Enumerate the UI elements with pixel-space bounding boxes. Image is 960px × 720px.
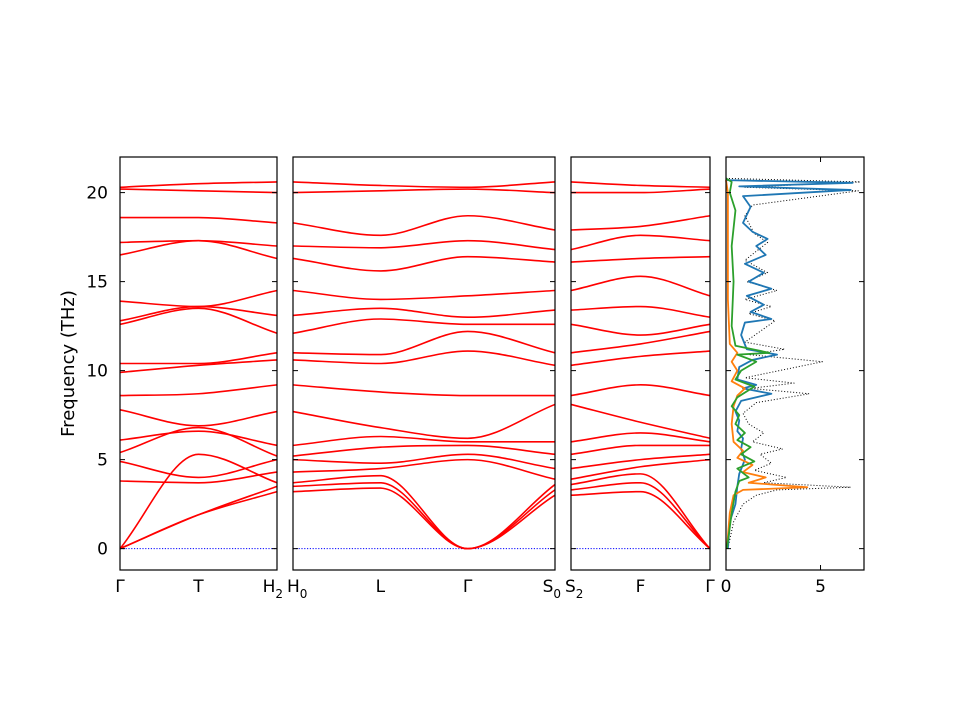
phonon-branch xyxy=(570,384,711,397)
phonon-branch xyxy=(119,426,278,457)
phonon-branch xyxy=(570,453,711,470)
band-panel-3: S2 F Γ xyxy=(565,156,715,601)
x-tick-label: H2 xyxy=(263,577,283,601)
phonon-branch xyxy=(119,239,278,247)
phonon-branch xyxy=(292,181,556,189)
phonon-branch xyxy=(292,214,556,237)
phonon-branch xyxy=(292,318,555,335)
phonon-branch xyxy=(119,485,278,550)
phonon-branch xyxy=(292,350,556,367)
x-tick-label: S0 xyxy=(543,577,561,601)
phonon-branch xyxy=(119,408,278,427)
phonon-branch xyxy=(119,453,278,550)
panel-frame xyxy=(119,156,278,571)
x-tick-label: H0 xyxy=(287,577,307,601)
phonon-branch xyxy=(570,490,711,550)
panel-frame xyxy=(570,156,711,571)
x-tick-label: Γ xyxy=(705,577,715,597)
y-tick-label: 0 xyxy=(97,540,108,560)
phonon-branch xyxy=(292,403,556,440)
band-panel-2: H0 L Γ S0 xyxy=(287,156,561,601)
dos-series-dos_b xyxy=(725,180,809,549)
phonon-branch xyxy=(570,432,711,443)
dos-frame xyxy=(725,156,865,571)
phonon-branch xyxy=(292,384,555,397)
phonon-branch xyxy=(119,490,278,550)
phonon-branch xyxy=(292,255,556,272)
phonon-branch xyxy=(292,289,556,301)
x-tick-label: F xyxy=(636,577,646,597)
dos-series-dos_total xyxy=(725,177,861,549)
phonon-branch xyxy=(119,458,278,479)
phonon-branch xyxy=(570,350,711,367)
phonon-branch xyxy=(119,430,278,447)
x-tick-label: Γ xyxy=(115,577,125,597)
phonon-branch xyxy=(292,453,556,470)
phonon-branch xyxy=(570,181,711,189)
phonon-branch xyxy=(292,481,556,550)
phonon-branch xyxy=(570,305,711,319)
y-axis-title: Frequency (THz) xyxy=(58,290,79,437)
y-tick-label: 10 xyxy=(86,362,108,382)
phonon-branch xyxy=(570,255,711,263)
phonon-branch xyxy=(119,216,278,224)
phonon-branch xyxy=(570,473,711,550)
phonon-branch xyxy=(292,188,556,194)
phonon-branch xyxy=(119,384,278,397)
phonon-branch xyxy=(119,352,278,365)
x-tick-label: L xyxy=(376,577,386,597)
dos-x-tick-label: 5 xyxy=(815,577,826,597)
phonon-branch xyxy=(292,435,555,447)
phonon-branch xyxy=(570,330,711,354)
phonon-branch xyxy=(570,458,711,480)
phonon-branch xyxy=(119,188,278,194)
phonon-branch xyxy=(292,307,556,319)
phonon-branch xyxy=(570,481,711,550)
phonon-branch xyxy=(119,471,278,484)
phonon-branch xyxy=(570,403,711,440)
phonon-branch xyxy=(119,307,278,335)
phonon-branch xyxy=(119,359,278,374)
phonon-branch xyxy=(292,458,556,480)
x-tick-label: T xyxy=(192,577,204,597)
phonon-branch xyxy=(119,181,278,189)
y-tick-label: 20 xyxy=(86,184,108,204)
panel-frame xyxy=(292,156,556,571)
phonon-branch xyxy=(292,330,556,356)
phonon-branch xyxy=(571,188,711,194)
x-tick-label: Γ xyxy=(463,577,473,597)
phonon-branch xyxy=(292,239,556,251)
x-tick-label: S2 xyxy=(565,577,583,601)
y-tick-label: 15 xyxy=(86,273,108,293)
phonon-branch xyxy=(292,487,556,550)
phonon-branch xyxy=(292,474,556,550)
y-tick-label: 5 xyxy=(97,451,108,471)
phonon-branch xyxy=(570,444,710,456)
phonon-branch xyxy=(570,214,711,231)
dos-series-dos_c xyxy=(725,177,771,549)
phonon-branch xyxy=(570,234,711,251)
phonon-branch xyxy=(570,275,711,297)
phonon-branch xyxy=(570,323,711,336)
phonon-branch xyxy=(119,289,278,308)
dos-series-dos_a xyxy=(725,179,854,549)
phonon-branch xyxy=(292,444,556,457)
band-panel-1: Γ T H2 xyxy=(115,156,283,601)
dos-x-tick-label: 0 xyxy=(721,577,732,597)
